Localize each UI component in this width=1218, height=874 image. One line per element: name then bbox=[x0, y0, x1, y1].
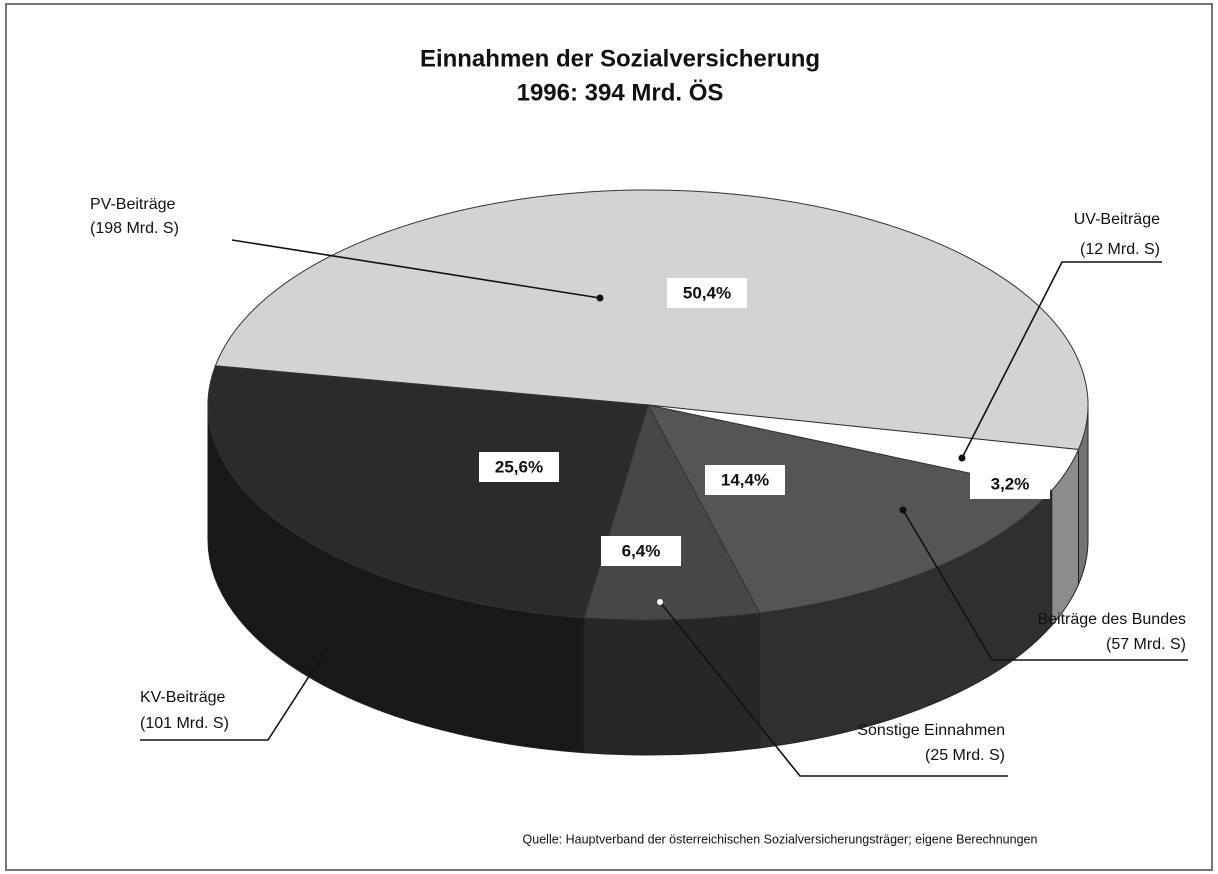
category-label: PV-Beiträge bbox=[90, 196, 175, 213]
value-label: 6,4% bbox=[622, 541, 661, 560]
leader-line bbox=[659, 601, 1008, 777]
category-note: (57 Mrd. S) bbox=[1106, 636, 1186, 653]
value-label-box bbox=[667, 278, 747, 308]
leader-line bbox=[231, 239, 601, 299]
labels: PV-Beiträge (198 Mrd. S) UV-Beiträge (12… bbox=[90, 196, 1188, 777]
leader-dot bbox=[958, 454, 966, 462]
value-label-box bbox=[970, 469, 1050, 499]
category-note: (101 Mrd. S) bbox=[140, 715, 229, 732]
source: Quelle: Hauptverband der österreichische… bbox=[523, 832, 1038, 846]
frame bbox=[5, 3, 1213, 871]
pie-side bbox=[583, 612, 761, 756]
pie-slice bbox=[207, 365, 649, 619]
category-note: (25 Mrd. S) bbox=[925, 747, 1005, 764]
pie-slice bbox=[583, 403, 761, 621]
value-label-box bbox=[479, 452, 559, 482]
leader-line bbox=[140, 649, 327, 741]
value-label-box bbox=[601, 536, 681, 566]
value-label: 3,2% bbox=[991, 474, 1030, 493]
leader-dot bbox=[657, 599, 663, 605]
value-label: 50,4% bbox=[683, 283, 731, 302]
leader-dot bbox=[596, 294, 604, 302]
category-label: KV-Beiträge bbox=[140, 689, 225, 706]
pie: 50,4% 3,2% 14,4% 6,4% 25,6% bbox=[207, 189, 1089, 756]
pie-slice bbox=[647, 404, 1053, 614]
category-note: (12 Mrd. S) bbox=[1080, 241, 1160, 258]
category-label: Sonstige Einnahmen bbox=[857, 722, 1005, 739]
category-note: (198 Mrd. S) bbox=[90, 220, 179, 237]
leader-line bbox=[961, 261, 1162, 459]
value-label: 14,4% bbox=[721, 470, 769, 489]
category-label: Beiträge des Bundes bbox=[1037, 611, 1186, 628]
pie-slice bbox=[214, 189, 1089, 451]
category-label: UV-Beiträge bbox=[1074, 211, 1160, 228]
leader-line bbox=[902, 509, 1188, 661]
leader-dot bbox=[899, 506, 907, 514]
value-label: 25,6% bbox=[495, 457, 543, 476]
chart-subtitle: 1996: 394 Mrd. ÖS bbox=[517, 79, 724, 106]
value-label-box bbox=[705, 465, 785, 495]
chart-title: Einnahmen der Sozialversicherung bbox=[420, 45, 820, 72]
